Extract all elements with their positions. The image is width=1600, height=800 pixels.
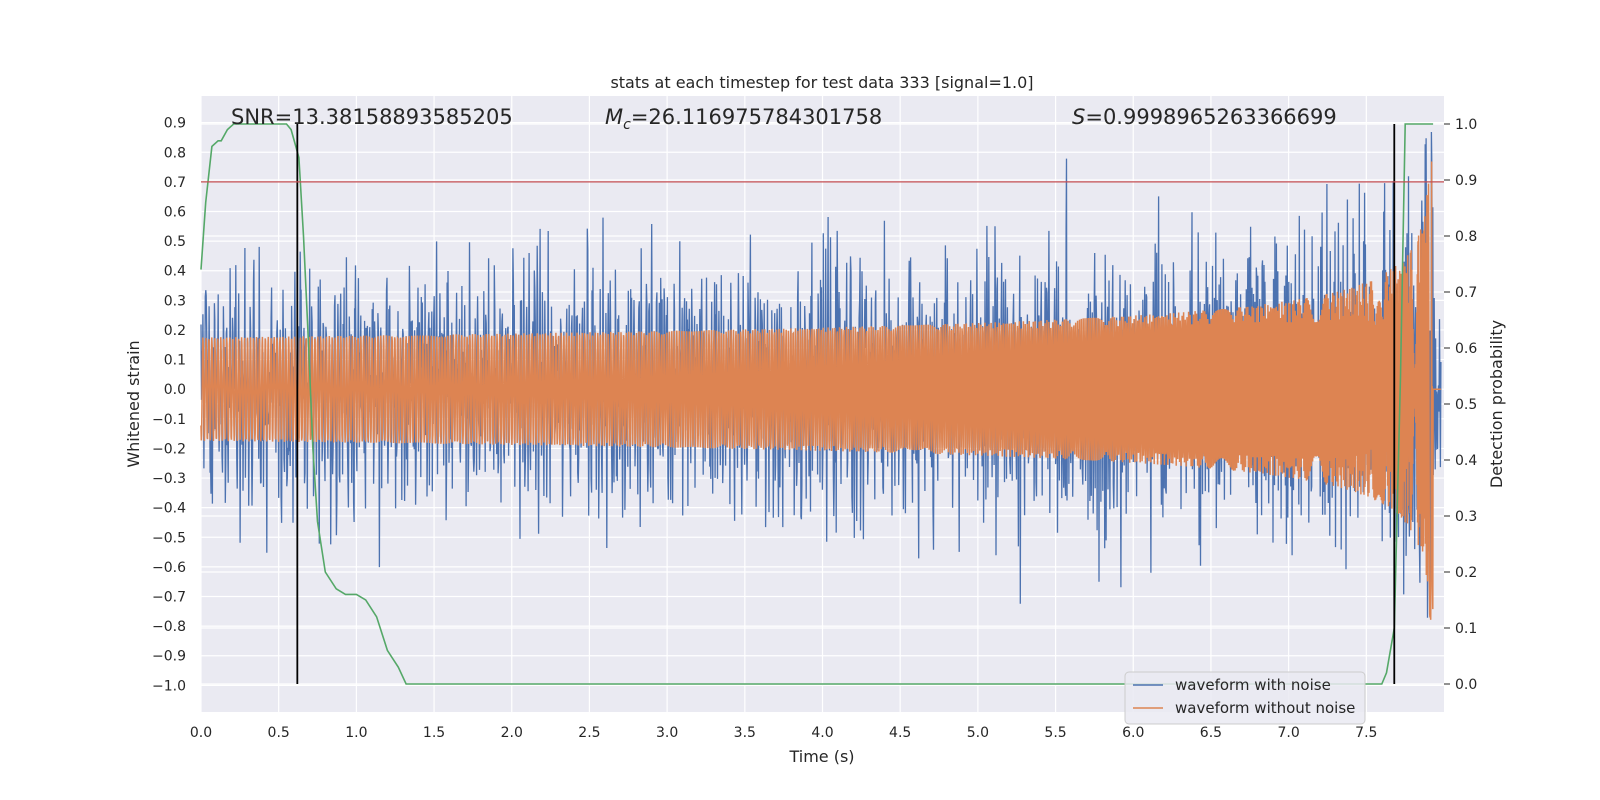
x-tick-label-12: 6.0 [1122, 725, 1144, 741]
x-tick-label-8: 4.0 [811, 725, 833, 741]
y-tick-label-0: 0.9 [164, 116, 186, 132]
y-tick-label-18: −0.9 [152, 649, 186, 665]
x-tick-label-0: 0.0 [190, 725, 212, 741]
y-tick-label-15: −0.6 [152, 560, 186, 576]
x-tick-label-11: 5.5 [1044, 725, 1066, 741]
y-tick-label-7: 0.2 [164, 323, 186, 339]
x-axis-label: Time (s) [788, 747, 854, 766]
y-right-tick-label-0: 1.0 [1455, 117, 1477, 133]
line-detection-probability [200, 123, 1434, 685]
mc-subscript: c [623, 117, 631, 133]
s-annotation: S=0.9998965263366699 [1072, 105, 1337, 129]
s-value: =0.9998965263366699 [1085, 105, 1336, 129]
y-tick-label-17: −0.8 [152, 619, 186, 635]
y-right-tick-label-6: 0.4 [1455, 453, 1477, 469]
legend-label-noise: waveform with noise [1175, 676, 1331, 694]
series-waveform-without-noise [200, 161, 1441, 620]
vertical-markers [296, 124, 1396, 684]
y-tick-label-13: −0.4 [152, 501, 186, 517]
mc-value: =26.116975784301758 [631, 105, 882, 129]
y-tick-label-14: −0.5 [152, 530, 186, 546]
mc-annotation: Mc=26.116975784301758 [605, 105, 882, 133]
x-tick-label-14: 7.0 [1277, 725, 1299, 741]
y-tick-label-8: 0.1 [164, 353, 186, 369]
y-tick-label-6: 0.3 [164, 293, 186, 309]
y-tick-label-11: −0.2 [152, 441, 186, 457]
y-right-tick-label-5: 0.5 [1455, 397, 1477, 413]
y-right-tick-label-1: 0.9 [1455, 173, 1477, 189]
x-tick-label-1: 0.5 [268, 725, 290, 741]
y-tick-label-10: −0.1 [152, 412, 186, 428]
x-tick-label-15: 7.5 [1355, 725, 1377, 741]
x-tick-label-4: 2.0 [501, 725, 523, 741]
y-tick-label-4: 0.5 [164, 234, 186, 250]
y-tick-label-12: −0.3 [152, 471, 186, 487]
y-right-tick-label-9: 0.1 [1455, 621, 1477, 637]
legend-box [1124, 671, 1366, 725]
chart-title: stats at each timestep for test data 333… [610, 73, 1033, 92]
y-axis-label-right: Detection probability [1487, 320, 1506, 488]
x-tick-label-9: 4.5 [889, 725, 911, 741]
y-right-tick-label-3: 0.7 [1455, 285, 1477, 301]
x-tick-label-13: 6.5 [1200, 725, 1222, 741]
y-tick-labels: 0.9 0.8 0.7 0.6 0.5 0.4 0.3 0.2 0.1 0.0 −0.1 −0.2 −0… [152, 116, 186, 695]
y-right-tick-label-7: 0.3 [1455, 509, 1477, 525]
y-tick-label-9: 0.0 [164, 382, 186, 398]
x-tick-label-3: 1.5 [423, 725, 445, 741]
y-tick-label-1: 0.8 [164, 145, 186, 161]
y-tick-label-19: −1.0 [152, 678, 186, 694]
snr-annotation: SNR=13.38158893585205 [231, 105, 513, 129]
y-tick-label-16: −0.7 [152, 590, 186, 606]
y-right-tick-label-2: 0.8 [1455, 229, 1477, 245]
y-right-tick-label-10: 0.0 [1455, 677, 1477, 693]
x-tick-label-7: 3.5 [734, 725, 756, 741]
y-tick-label-3: 0.6 [164, 205, 186, 221]
legend-label-clean: waveform without noise [1175, 699, 1355, 717]
y-right-tick-label-4: 0.6 [1455, 341, 1477, 357]
legend: waveform with noise waveform without noi… [1124, 671, 1366, 725]
line-waveform-without-noise [200, 161, 1441, 620]
x-tick-label-10: 5.0 [967, 725, 989, 741]
x-tick-labels: 0.0 0.5 1.0 1.5 2.0 2.5 3.0 3.5 4.0 4.5 5.0 5.5 6.0 6… [190, 725, 1378, 741]
y-right-tick-label-8: 0.2 [1455, 565, 1477, 581]
x-tick-label-5: 2.5 [578, 725, 600, 741]
y-axis-label: Whitened strain [124, 340, 143, 467]
y-tick-label-5: 0.4 [164, 264, 186, 280]
mc-symbol: M [605, 105, 623, 129]
y-tick-label-2: 0.7 [164, 175, 186, 191]
y-right-tick-labels: 1.0 0.9 0.8 0.7 0.6 0.5 0.4 0.3 0.2 0.1 0.0 [1444, 117, 1477, 693]
s-symbol: S [1072, 105, 1085, 129]
x-tick-label-6: 3.0 [656, 725, 678, 741]
series-detection-probability [200, 123, 1434, 685]
x-tick-label-2: 1.0 [345, 725, 367, 741]
